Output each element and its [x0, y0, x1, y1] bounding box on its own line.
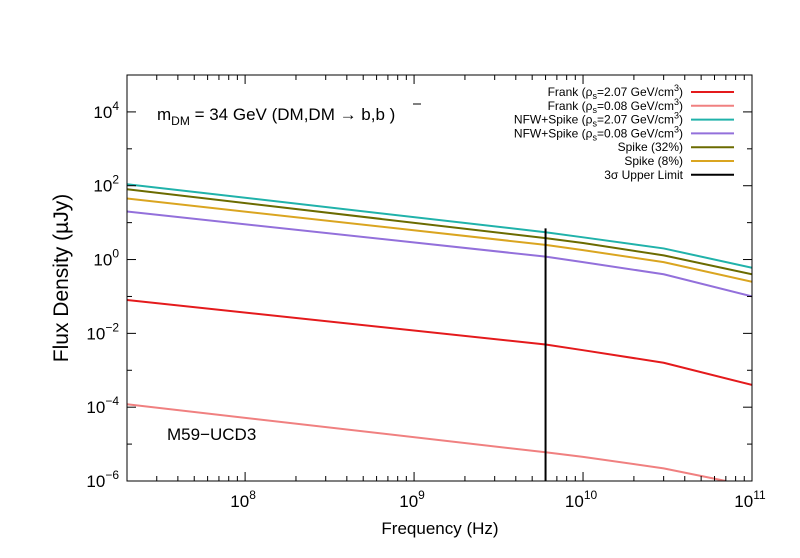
y-tick-label-6: 104	[93, 99, 119, 122]
series-line-6	[127, 197, 752, 283]
legend-label-2: Frank (ρs=0.08 GeV/cm3)	[548, 97, 683, 115]
legend-label-7: 3σ Upper Limit	[604, 168, 683, 182]
plot-frame	[126, 74, 753, 482]
series-line-5	[127, 188, 752, 276]
y-axis-label: Flux Density (µJy)	[50, 194, 73, 362]
series-line-2	[127, 403, 727, 481]
x-tick-label-1: 108	[230, 488, 256, 511]
y-tick-label-3: 10−2	[86, 320, 119, 343]
x-tick-label-4: 1011	[734, 488, 766, 511]
annotation-layer: mDM = 34 GeV (DM,DM → b,b ) M59−UCD3	[157, 103, 421, 444]
annotation-object: M59−UCD3	[167, 425, 256, 444]
series-line-1	[127, 299, 752, 386]
ticks-layer: 108 109 1010 1011 10−6 10−4 10−2 100 102 104	[86, 74, 766, 511]
legend-label-3: NFW+Spike (ρs=2.07 GeV/cm3)	[514, 111, 683, 129]
annotation-mass: mDM = 34 GeV (DM,DM → b,b )	[157, 105, 395, 128]
series-layer	[127, 183, 752, 481]
y-tick-label-4: 100	[93, 247, 119, 270]
legend: Frank (ρs=2.07 GeV/cm3)Frank (ρs=0.08 Ge…	[514, 83, 734, 182]
x-tick-label-3: 1010	[565, 488, 598, 511]
legend-label-6: Spike (8%)	[624, 154, 683, 168]
y-tick-label-1: 10−6	[86, 468, 119, 491]
x-axis-label: Frequency (Hz)	[381, 519, 498, 538]
legend-label-1: Frank (ρs=2.07 GeV/cm3)	[548, 83, 683, 101]
y-tick-label-2: 10−4	[86, 394, 119, 417]
legend-label-5: Spike (32%)	[618, 140, 683, 154]
series-line-3	[127, 183, 752, 269]
legend-label-4: NFW+Spike (ρs=0.08 GeV/cm3)	[514, 124, 683, 142]
y-tick-label-5: 102	[93, 173, 119, 196]
x-tick-label-2: 109	[399, 488, 425, 511]
series-line-4	[127, 210, 752, 298]
